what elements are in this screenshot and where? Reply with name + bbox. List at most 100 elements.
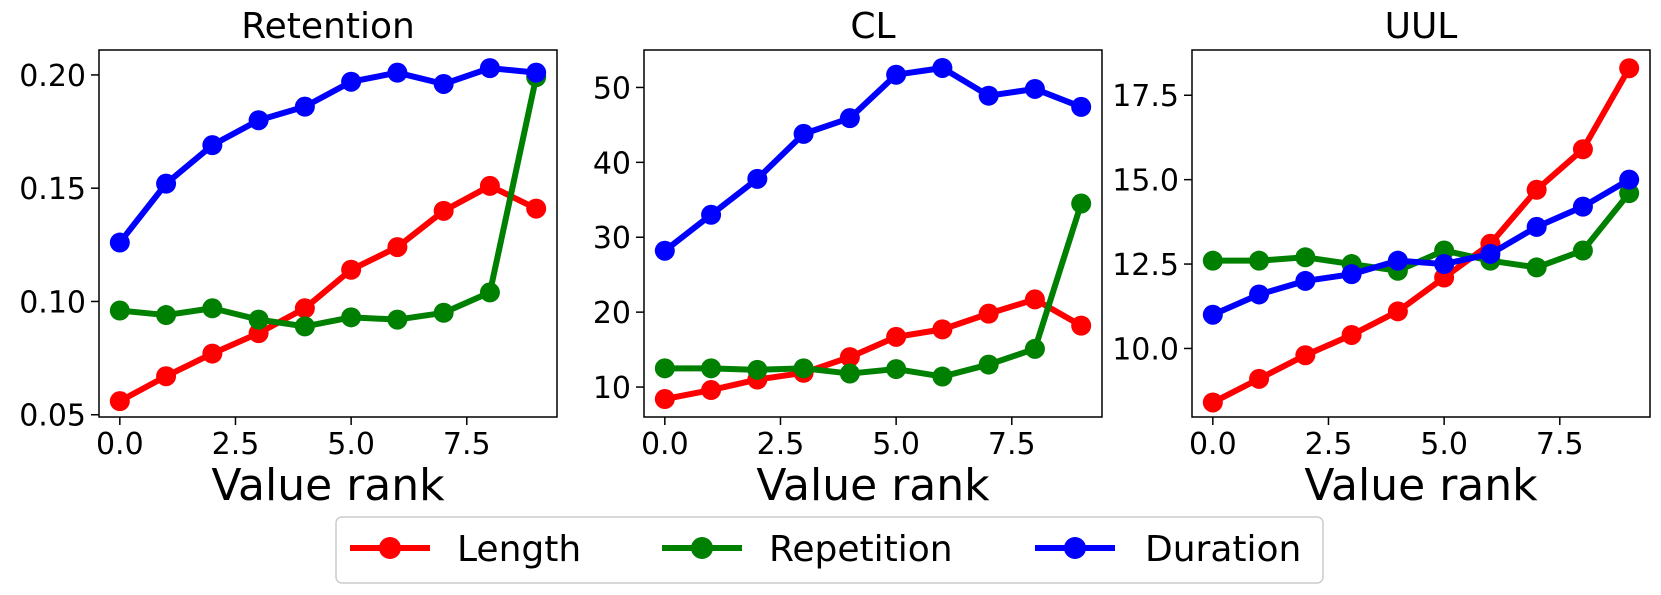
series-line: [661, 200, 1085, 380]
series-duration: [109, 58, 547, 253]
y-tick-label: 0.10: [19, 285, 86, 320]
data-point: [1480, 243, 1501, 264]
legend-swatch-marker: [379, 537, 401, 559]
series-line: [116, 182, 540, 405]
data-point: [932, 366, 953, 387]
data-point: [433, 302, 454, 323]
data-point: [1071, 193, 1092, 214]
x-tick-label: 7.5: [443, 427, 491, 462]
y-tick-label: 12.5: [1112, 248, 1179, 283]
y-tick-label: 10.0: [1112, 332, 1179, 367]
data-point: [202, 343, 223, 364]
data-point: [156, 366, 177, 387]
data-point: [1024, 289, 1045, 310]
data-point: [839, 108, 860, 129]
data-point: [978, 85, 999, 106]
x-tick-label: 7.5: [988, 427, 1036, 462]
data-point: [932, 57, 953, 78]
data-point: [341, 307, 362, 328]
panel-2-marks: 0.0 2.5 5.0 7.5 10.0 12.5 15.0 17.5: [1112, 58, 1640, 462]
data-point: [109, 300, 130, 321]
data-point: [1572, 196, 1593, 217]
panel-title: Retention: [241, 6, 415, 47]
data-point: [1071, 96, 1092, 117]
series-line: [661, 64, 1085, 254]
data-point: [387, 62, 408, 83]
data-point: [202, 135, 223, 156]
y-tick-label: 15.0: [1112, 164, 1179, 199]
data-point: [1295, 345, 1316, 366]
legend-entry-duration: Duration: [1035, 529, 1301, 570]
data-point: [1249, 368, 1270, 389]
data-point: [886, 64, 907, 85]
data-point: [1341, 264, 1362, 285]
series-line: [1209, 176, 1633, 318]
series-length: [109, 175, 547, 412]
data-point: [387, 309, 408, 330]
data-point: [1526, 216, 1547, 237]
legend: Length Repetition Duration: [335, 516, 1324, 584]
plot-frame: [1191, 49, 1651, 418]
data-point: [1295, 247, 1316, 268]
data-point: [1619, 169, 1640, 190]
series-line: [661, 296, 1085, 403]
data-point: [156, 305, 177, 326]
data-point: [747, 168, 768, 189]
series-line: [116, 65, 540, 246]
data-point: [886, 359, 907, 380]
series-length: [1202, 58, 1640, 413]
data-point: [1526, 179, 1547, 200]
series-duration: [654, 57, 1092, 261]
panel-title: UUL: [1385, 6, 1458, 47]
data-point: [1024, 78, 1045, 99]
data-point: [526, 198, 547, 219]
data-point: [479, 175, 500, 196]
legend-frame: [335, 516, 1324, 584]
data-point: [294, 298, 315, 319]
y-tick-label: 0.05: [19, 399, 86, 434]
x-tick-label: 5.0: [872, 427, 920, 462]
data-point: [932, 319, 953, 340]
data-point: [156, 173, 177, 194]
data-point: [387, 237, 408, 258]
data-point: [886, 326, 907, 347]
data-point: [1572, 139, 1593, 160]
data-point: [479, 58, 500, 79]
x-tick-label: 2.5: [757, 427, 805, 462]
series-repetition: [109, 67, 547, 337]
x-tick-label: 0.0: [641, 427, 689, 462]
data-point: [109, 391, 130, 412]
data-point: [1202, 392, 1223, 413]
data-point: [839, 363, 860, 384]
data-point: [341, 71, 362, 92]
panel-uul: UUL Value rank: [1191, 6, 1651, 511]
panel-retention: Retention Value rank: [98, 6, 558, 511]
series-line: [116, 74, 540, 330]
y-tick-label: 20: [593, 296, 631, 331]
data-point: [1434, 254, 1455, 275]
data-point: [202, 298, 223, 319]
x-axis-label: Value rank: [756, 460, 990, 511]
legend-label: Length: [457, 529, 581, 570]
data-point: [839, 347, 860, 368]
y-tick-label: 40: [593, 146, 631, 181]
legend-label: Repetition: [769, 529, 953, 570]
x-tick-label: 2.5: [1305, 427, 1353, 462]
data-point: [341, 259, 362, 280]
data-point: [1341, 324, 1362, 345]
legend-swatch-marker: [691, 537, 713, 559]
panel-1-marks: 0.0 2.5 5.0 7.5 10 20 30 40 50: [593, 57, 1092, 462]
legend-label: Duration: [1145, 529, 1301, 570]
data-point: [1619, 58, 1640, 79]
x-tick-label: 5.0: [327, 427, 375, 462]
plot-frame: [643, 49, 1103, 418]
series-repetition: [654, 193, 1092, 387]
data-point: [1024, 338, 1045, 359]
data-point: [526, 62, 547, 83]
data-point: [978, 354, 999, 375]
y-tick-label: 10: [593, 371, 631, 406]
data-point: [294, 316, 315, 337]
series-duration: [1202, 169, 1640, 325]
data-point: [479, 282, 500, 303]
